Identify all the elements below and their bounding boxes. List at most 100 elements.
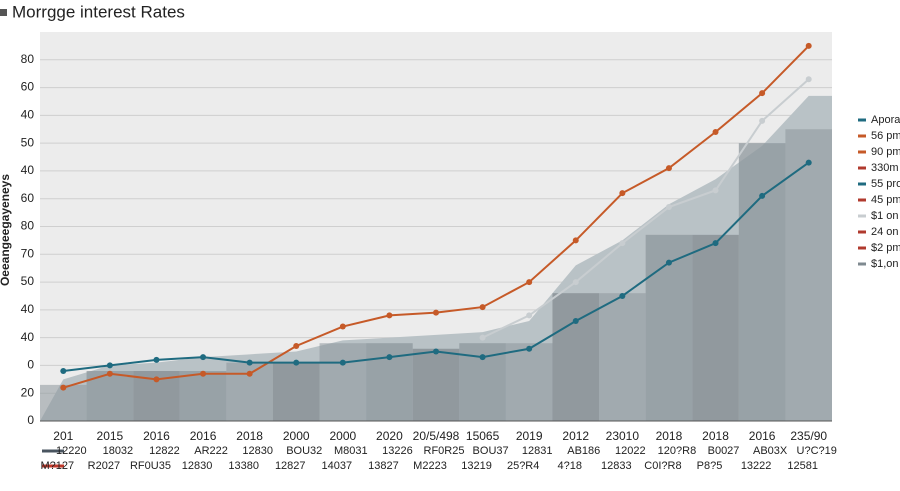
x-tick-label: 2018 xyxy=(236,429,263,443)
x-sublabel: 12830 xyxy=(182,460,213,472)
y-tick-label: 0 xyxy=(27,358,34,372)
bar xyxy=(272,362,320,421)
bar xyxy=(40,384,87,421)
point xyxy=(759,90,766,97)
x-tick-label: 23010 xyxy=(606,429,640,443)
x-sublabel: 12022 xyxy=(615,445,646,457)
bar xyxy=(179,370,227,421)
x-sublabel: AR222 xyxy=(194,445,228,457)
point xyxy=(339,323,346,330)
x-tick-label: 2020 xyxy=(376,429,403,443)
bar xyxy=(599,293,646,421)
bar xyxy=(505,343,553,421)
y-tick-label: 60 xyxy=(21,80,35,94)
point xyxy=(712,129,719,136)
legend-label: 55 pro xyxy=(871,178,900,190)
x-sublabel: M8031 xyxy=(334,445,368,457)
x-sublabel: 12220 xyxy=(56,445,87,457)
x-sublabel: 14037 xyxy=(322,460,353,472)
point xyxy=(619,240,626,247)
point xyxy=(339,359,346,366)
point xyxy=(200,354,207,361)
point xyxy=(386,312,393,319)
y-axis-label: Oeeangeegayeneys xyxy=(0,174,12,286)
x-tick-label: 2018 xyxy=(656,429,683,443)
legend-label: 90 pm xyxy=(871,146,900,158)
x-tick-label: 2000 xyxy=(283,429,310,443)
bar xyxy=(785,129,832,421)
x-sublabel: AB03X xyxy=(753,445,788,457)
point xyxy=(386,354,393,361)
y-tick-label: 0 xyxy=(27,413,34,427)
point xyxy=(805,42,812,49)
title-icon xyxy=(0,9,7,16)
point xyxy=(572,237,579,244)
point xyxy=(665,259,672,266)
bar xyxy=(319,343,367,421)
x-tick-label: 2016 xyxy=(190,429,217,443)
x-sublabel: C0I?R8 xyxy=(644,460,681,472)
x-sublabel: 12833 xyxy=(601,460,632,472)
point xyxy=(526,345,533,352)
point xyxy=(665,165,672,172)
point xyxy=(246,359,253,366)
bar xyxy=(738,143,786,421)
point xyxy=(60,384,67,391)
x-tick-label: 15065 xyxy=(466,429,500,443)
legend-label: 45 pm xyxy=(871,194,900,206)
y-tick-label: 50 xyxy=(21,274,35,288)
bar xyxy=(552,293,600,421)
point xyxy=(759,192,766,199)
line xyxy=(482,78,810,339)
x-sublabel: 120?R8 xyxy=(658,445,697,457)
x-sublabel: P8?5 xyxy=(697,460,723,472)
x-sublabel: RF0U35 xyxy=(130,460,171,472)
x-tick-label: 2015 xyxy=(97,429,124,443)
point xyxy=(153,356,160,363)
x-tick-label: 235/90 xyxy=(790,429,827,443)
x-sublabel: BOU32 xyxy=(286,445,322,457)
point xyxy=(619,292,626,299)
point xyxy=(665,204,672,211)
legend-label: $1 on xyxy=(871,210,899,222)
legend-label: 330m xyxy=(871,162,899,174)
y-tick-label: 40 xyxy=(21,108,35,122)
x-sublabel: 25?R4 xyxy=(507,460,539,472)
x-sublabel: 12831 xyxy=(522,445,553,457)
y-tick-label: 40 xyxy=(21,330,35,344)
point xyxy=(153,376,160,383)
x-sublabel: 13380 xyxy=(228,460,259,472)
x-tick-label: 2000 xyxy=(329,429,356,443)
point xyxy=(759,117,766,124)
x-tick-label: 201 xyxy=(53,429,73,443)
x-tick-label: 2016 xyxy=(143,429,170,443)
x-sublabel: RF0R25 xyxy=(424,445,465,457)
point xyxy=(433,309,439,316)
point xyxy=(712,240,719,247)
x-sublabel: M2223 xyxy=(413,460,447,472)
x-sublabel: U?C?19 xyxy=(797,445,837,457)
point xyxy=(805,76,812,83)
x-sublabel: B0027 xyxy=(708,445,740,457)
point xyxy=(106,362,113,369)
legend-label: 56 pm xyxy=(871,130,900,142)
x-sublabel: 12822 xyxy=(149,445,180,457)
x-sublabel: 4?18 xyxy=(558,460,582,472)
point xyxy=(246,370,253,377)
point xyxy=(60,367,67,374)
point xyxy=(200,370,207,377)
x-sublabel: 13827 xyxy=(368,460,399,472)
legend-label: 24 on xyxy=(871,226,899,238)
x-sublabel: AB186 xyxy=(567,445,600,457)
legend-label: Apora xyxy=(871,114,900,126)
x-sublabel: R2027 xyxy=(88,460,120,472)
point xyxy=(479,334,486,341)
point xyxy=(572,279,579,286)
y-tick-label: 60 xyxy=(21,191,35,205)
x-sublabel: 12581 xyxy=(787,460,818,472)
point xyxy=(805,159,812,166)
bar xyxy=(645,234,693,421)
y-tick-label: 40 xyxy=(21,302,35,316)
legend-label: $2 pm xyxy=(871,242,900,254)
